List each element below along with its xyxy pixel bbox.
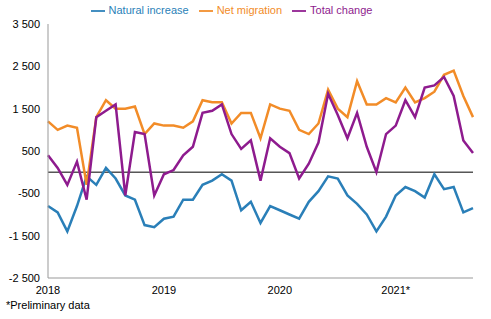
html-text:Total change: Total change [310, 4, 373, 16]
svg-text:-1 500: -1 500 [9, 230, 40, 242]
html-text:Natural increase: Natural increase [108, 4, 189, 16]
svg-text:3 500: 3 500 [12, 18, 40, 30]
svg-text:2021*: 2021* [381, 284, 410, 296]
svg-text:2020: 2020 [268, 284, 292, 296]
svg-text:2 500: 2 500 [12, 60, 40, 72]
svg-text:1 500: 1 500 [12, 103, 40, 115]
svg-text:2019: 2019 [152, 284, 176, 296]
svg-text:500: 500 [22, 145, 40, 157]
svg-text:2018: 2018 [36, 284, 60, 296]
html-text:*Preliminary data: *Preliminary data [6, 299, 90, 311]
html-text:Net migration: Net migration [216, 4, 283, 16]
svg-text:-500: -500 [18, 187, 40, 199]
svg-text:-2 500: -2 500 [9, 272, 40, 284]
